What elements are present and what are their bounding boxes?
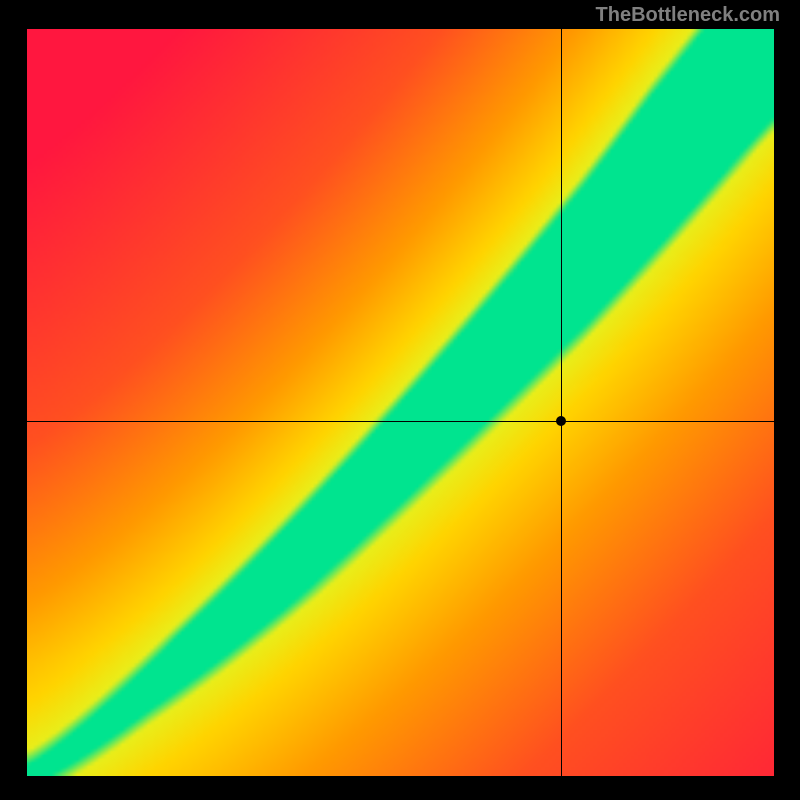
marker-point [556,416,566,426]
watermark-text: TheBottleneck.com [596,4,780,27]
heatmap-canvas [27,29,774,776]
plot-area [27,29,774,776]
crosshair-vertical [561,29,562,776]
crosshair-horizontal [27,421,774,422]
chart-container: TheBottleneck.com [0,0,800,800]
